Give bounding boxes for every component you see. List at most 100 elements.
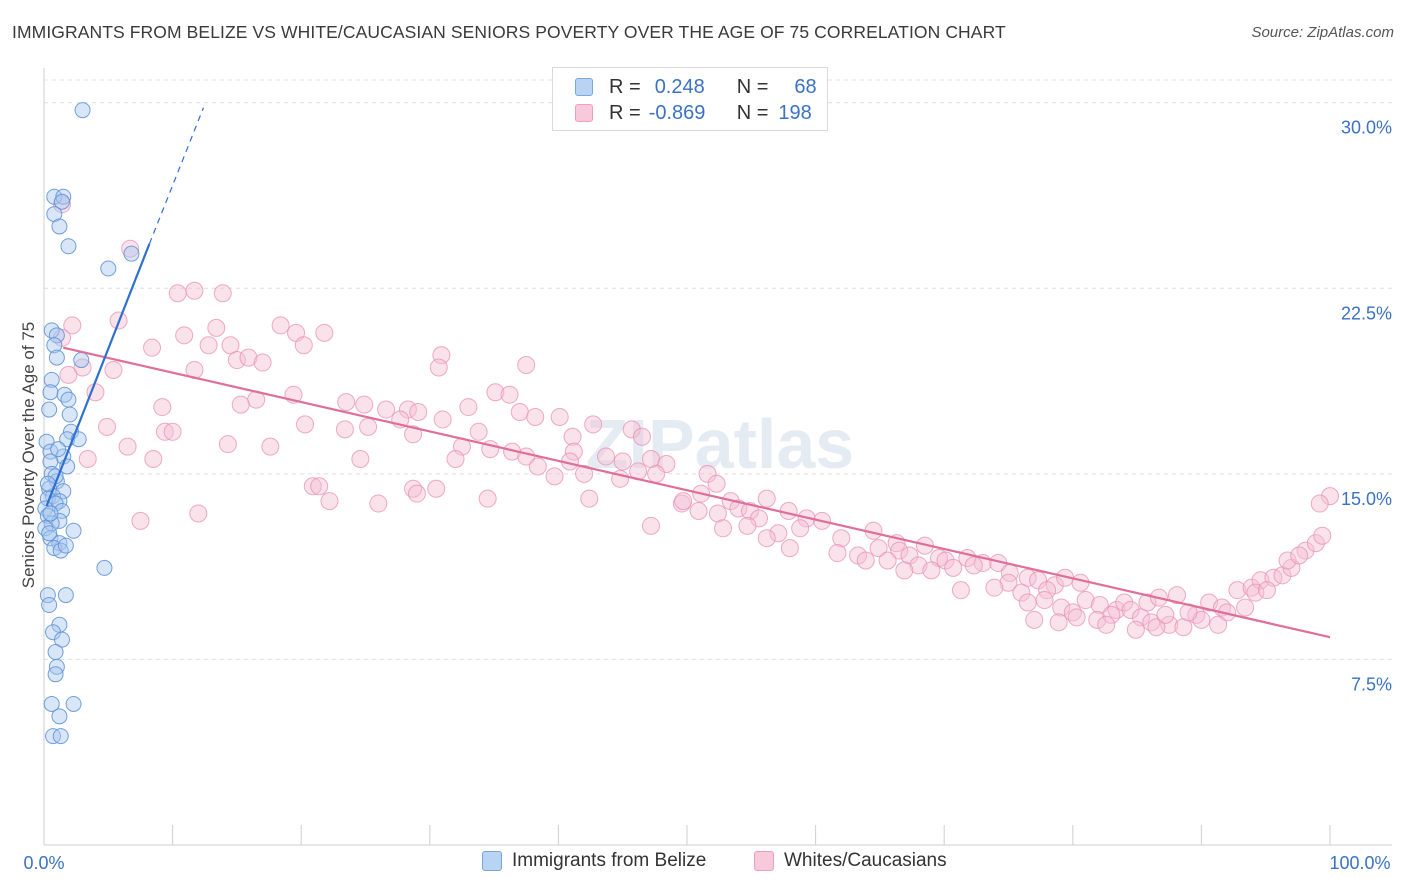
whites-caucasians-point [253, 353, 272, 372]
whites-caucasians-point [1156, 605, 1175, 624]
whites-caucasians-point [1278, 551, 1297, 570]
whites-caucasians-point [757, 529, 776, 548]
whites-caucasians-point [1035, 591, 1054, 610]
whites-caucasians-point [1088, 610, 1107, 629]
whites-caucasians-point [409, 403, 428, 422]
whites-caucasians-point [459, 398, 478, 417]
legend-label-whites: Whites/Caucasians [784, 850, 947, 871]
whites-caucasians-point [213, 284, 232, 303]
whites-caucasians-point [239, 348, 258, 367]
legend-swatch-pink [575, 104, 593, 122]
legend-r-label: R = [609, 101, 641, 124]
whites-caucasians-point [427, 479, 446, 498]
whites-caucasians-point [517, 356, 536, 375]
whites-caucasians-point [294, 336, 313, 355]
whites-caucasians-point [1018, 593, 1037, 612]
whites-caucasians-point [131, 511, 150, 530]
whites-caucasians-point [632, 427, 651, 446]
belize-points [37, 102, 140, 745]
whites-caucasians-point [369, 494, 388, 513]
whites-caucasians-point [856, 551, 875, 570]
whites-caucasians-point [261, 437, 280, 456]
whites-caucasians-point [1102, 605, 1121, 624]
belize-point [51, 218, 68, 235]
belize-point [47, 644, 64, 661]
belize-point [60, 238, 77, 255]
y-axis-label: Seniors Poverty Over the Age of 75 [19, 322, 38, 588]
legend-n-value: 68 [794, 75, 817, 98]
whites-caucasians-point [1097, 615, 1116, 634]
whites-caucasians-point [486, 383, 505, 402]
legend-swatch-blue [482, 851, 502, 871]
belize-point [50, 441, 67, 458]
belize-point [41, 597, 58, 614]
whites-caucasians-point [98, 417, 117, 436]
whites-caucasians-point [478, 489, 497, 508]
whites-caucasians-point [1090, 596, 1109, 615]
whites-caucasians-point [1257, 581, 1276, 600]
legend-r-value: -0.869 [648, 101, 706, 124]
whites-caucasians-point [398, 400, 417, 419]
whites-caucasians-point [985, 578, 1004, 597]
trend-lines [45, 107, 1331, 639]
whites-caucasians-point [1138, 593, 1157, 612]
whites-caucasians-point [153, 398, 172, 417]
whites-caucasians-point [335, 420, 354, 439]
whites-caucasians-point [1313, 526, 1332, 545]
belize-point [41, 401, 58, 418]
whites-caucasians-point [936, 551, 955, 570]
whites-caucasians-point [218, 435, 237, 454]
belize-point [46, 337, 63, 354]
whites-caucasians-point [104, 360, 123, 379]
whites-caucasians-point [698, 464, 717, 483]
whites-caucasians-point [890, 541, 909, 560]
belize-point [60, 391, 77, 408]
belize-point [51, 708, 68, 725]
whites-caucasians-point [377, 400, 396, 419]
whites-caucasians-point [433, 410, 452, 429]
whites-caucasians-point [359, 417, 378, 436]
whites-caucasians-point [1228, 581, 1247, 600]
whites-caucasians-point [429, 358, 448, 377]
whites-caucasians-point [143, 338, 162, 357]
whites-caucasians-point [791, 519, 810, 538]
whites-caucasians-point [1121, 600, 1140, 619]
whites-caucasians-point [446, 450, 465, 469]
whites-caucasians-point [526, 407, 545, 426]
belize-point [96, 559, 113, 576]
whites-caucasians-point [1052, 598, 1071, 617]
belize-point [46, 188, 63, 205]
whites-caucasians-point [1321, 487, 1339, 506]
chart-title: IMMIGRANTS FROM BELIZE VS WHITE/CAUCASIA… [12, 22, 1006, 42]
whites-caucasians-point [189, 504, 208, 523]
belize-point [57, 587, 74, 604]
whites-caucasians-point [59, 365, 78, 384]
whites-caucasians-point [337, 393, 356, 412]
legend-item-belize: Immigrants from Belize [482, 850, 706, 872]
whites-caucasians-point [175, 326, 194, 345]
y-tick-label: 15.0% [1341, 489, 1392, 509]
whites-caucasians-point [1029, 571, 1048, 590]
whites-caucasians-point [320, 492, 339, 511]
whites-caucasians-point [1147, 618, 1166, 637]
whites-caucasians-point [575, 464, 594, 483]
belize-point [43, 695, 60, 712]
belize-point [65, 522, 82, 539]
whites-caucasians-point [144, 450, 163, 469]
whites-caucasians-point [163, 422, 182, 441]
watermark: ZIPatlas [586, 405, 854, 483]
whites-caucasians-point [227, 351, 246, 370]
whites-caucasians-point [564, 442, 583, 461]
whites-caucasians-point [869, 539, 888, 558]
whites-caucasians-point [1290, 546, 1309, 565]
whites-caucasians-point [584, 415, 603, 434]
whites-caucasians-point [1209, 615, 1228, 634]
whites-caucasians-point [613, 452, 632, 471]
whites-caucasians-point [1076, 591, 1095, 610]
whites-caucasians-point [596, 447, 615, 466]
whites-caucasians-point [674, 492, 693, 511]
belize-point [38, 433, 55, 450]
whites-caucasians-point [832, 529, 851, 548]
whites-caucasians-point [707, 474, 726, 493]
whites-caucasians-point [221, 336, 240, 355]
